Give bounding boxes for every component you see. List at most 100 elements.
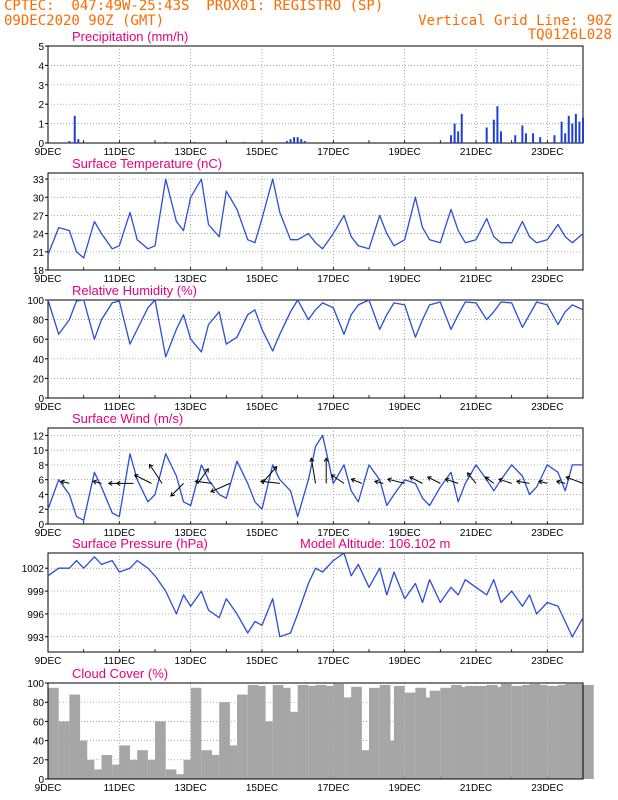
panel-pressure-y-tick-label: 996 [27, 610, 44, 621]
precip-bar [496, 106, 499, 143]
panel-temperature-x-tick-label: 13DEC [175, 274, 207, 285]
precip-bar [193, 142, 196, 143]
wind-vector-head [330, 474, 336, 479]
wind-vector-head [387, 477, 392, 483]
panel-temperature-frame [47, 172, 584, 271]
panel-precip-x-tick-label: 17DEC [317, 147, 349, 158]
wind-vector-head [444, 477, 450, 483]
precip-bar [539, 137, 542, 143]
panel-pressure-x-tick-label: 9DEC [35, 656, 62, 667]
wind-vector-shaft [409, 476, 423, 484]
panel-humidity-frame [47, 299, 584, 399]
wind-vector-shaft [374, 480, 384, 484]
panel-pressure-series-line [47, 552, 584, 638]
panel-cloud-y-tick-label: 0 [38, 775, 44, 786]
panel-precip-x-tick-label: 11DEC [104, 147, 136, 158]
panel-precip-x-tick-label: 9DEC [35, 147, 62, 158]
wind-vector-head [148, 463, 154, 469]
precip-bar [564, 133, 567, 143]
wind-vector-head [107, 480, 113, 486]
panel-precip-x-tick-label: 15DEC [246, 147, 278, 158]
panel-wind-series-line [47, 434, 583, 521]
panel-cloud-y-tick-label: 100 [27, 679, 44, 690]
panel-temperature-y-tick-label: 24 [33, 230, 45, 241]
precip-bar [303, 141, 306, 143]
cloud-cover-bar [315, 684, 327, 779]
panel-wind-x-tick-label: 15DEC [246, 528, 278, 539]
cloud-cover-bar [147, 759, 159, 779]
cloud-cover-bar [583, 684, 594, 779]
wind-vector-shaft [538, 480, 548, 484]
panel-pressure-x-tick-label: 21DEC [460, 656, 492, 667]
cloud-cover-bar [422, 697, 434, 779]
cloud-cover-bar [522, 684, 534, 779]
cloud-cover-bar [476, 685, 487, 779]
wind-vector-head [170, 491, 175, 497]
cloud-cover-bar [69, 694, 81, 779]
wind-vector-shaft [149, 464, 163, 484]
wind-vector-shaft [351, 478, 363, 484]
precip-bar [68, 141, 71, 143]
wind-vector-head [484, 476, 490, 481]
precip-bar [514, 135, 517, 143]
precip-bar [532, 133, 535, 143]
panel-humidity-y-tick-label: 60 [33, 335, 45, 346]
panel-cloud-x-tick-label: 21DEC [460, 783, 492, 794]
wind-vector-shaft [310, 458, 316, 484]
panel-cloud-title: Cloud Cover (%) [72, 666, 168, 681]
cloud-cover-bar [451, 684, 462, 779]
panel-humidity-x-tick-label: 13DEC [175, 402, 207, 413]
panel-wind-y-tick-label: 8 [38, 461, 44, 472]
panel-pressure-y-tick-label: 1002 [22, 564, 45, 575]
panel-pressure-x-tick-label: 13DEC [175, 656, 207, 667]
panel-cloud-y-tick-label: 40 [33, 737, 45, 748]
cloud-cover-bar [262, 721, 273, 779]
precip-bar [485, 127, 488, 143]
cloud-cover-bar [429, 690, 441, 779]
wind-vector-shaft [261, 466, 278, 484]
panel-wind-y-tick-label: 4 [38, 490, 44, 501]
precip-bar [521, 125, 524, 143]
panel-precip-y-tick-label: 5 [38, 42, 44, 53]
panel-pressure-y-tick-label: 993 [27, 633, 44, 644]
panel-pressure-x-tick-label: 19DEC [389, 656, 421, 667]
cloud-cover-bar [458, 686, 469, 779]
panel-humidity-y-tick-label: 20 [33, 374, 45, 385]
panel-precip-title: Precipitation (mm/h) [72, 29, 188, 44]
precip-bar [567, 115, 570, 143]
panel-wind-x-tick-label: 23DEC [531, 528, 563, 539]
panel-humidity-y-tick-label: 100 [27, 296, 44, 307]
wind-vector-head [115, 480, 121, 486]
cloud-cover-bar [226, 745, 238, 779]
panel-pressure-subtitle: Model Altitude: 106.102 m [300, 536, 450, 551]
wind-vector-head [204, 467, 209, 473]
wind-vector-head [60, 479, 65, 485]
panel-precip-y-tick-label: 2 [38, 100, 44, 111]
panel-cloud-x-tick-label: 11DEC [104, 783, 136, 794]
wind-vector-head [374, 479, 379, 485]
wind-vector-head [92, 479, 98, 485]
panel-temperature-y-tick-label: 30 [33, 193, 45, 204]
panel-precip-x-tick-label: 21DEC [460, 147, 492, 158]
cloud-cover-bar [76, 740, 88, 779]
panel-temperature-x-tick-label: 19DEC [389, 274, 421, 285]
panel-temperature-y-tick-label: 27 [33, 211, 45, 222]
cloud-cover-bar [565, 683, 576, 779]
wind-vector-head [565, 475, 571, 481]
wind-vector-head [409, 476, 414, 481]
precip-bar [285, 141, 288, 143]
wind-vector-head [467, 472, 472, 477]
wind-vector-head [194, 479, 200, 485]
panel-cloud-x-tick-label: 9DEC [35, 783, 62, 794]
header-model-code: TQ0126L028 [527, 27, 612, 43]
precip-bar [73, 115, 76, 143]
cloud-cover-bar [94, 769, 106, 779]
cloud-cover-bar [440, 687, 452, 779]
cloud-cover-bar [247, 684, 259, 779]
panel-wind-y-tick-label: 6 [38, 476, 44, 487]
panel-humidity-y-tick-label: 80 [33, 316, 45, 327]
panel-temperature-x-tick-label: 21DEC [460, 274, 492, 285]
cloud-cover-bar [322, 685, 334, 779]
panel-precip-y-tick-label: 0 [38, 139, 44, 150]
